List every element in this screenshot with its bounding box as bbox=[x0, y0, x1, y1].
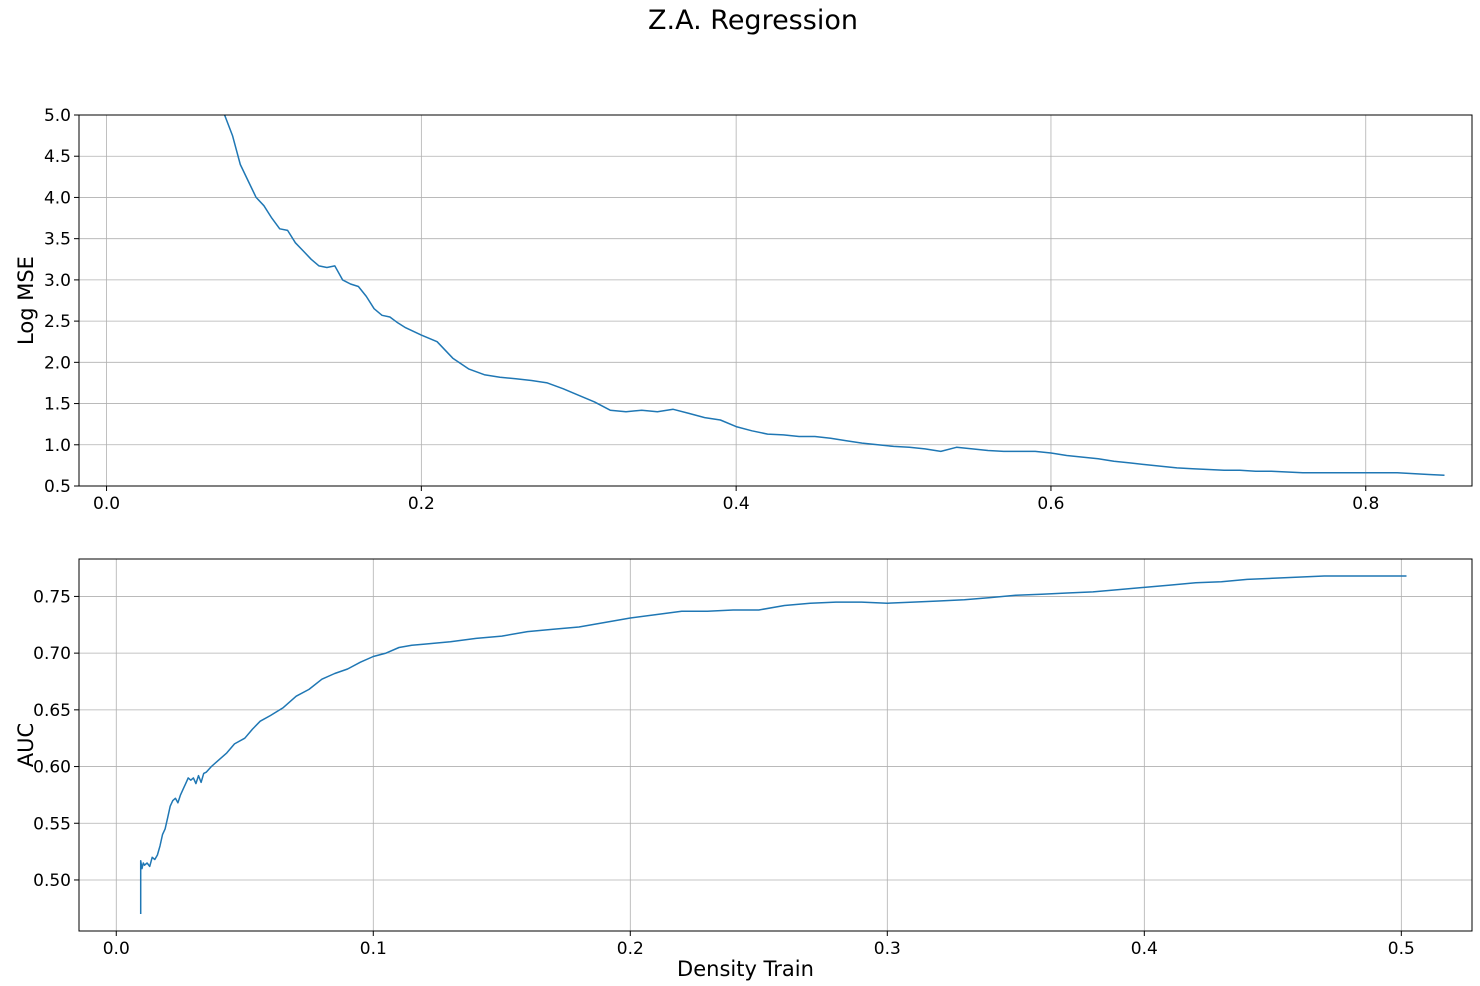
auc-series bbox=[139, 575, 1407, 914]
auc-x-tick-label: 0.2 bbox=[617, 939, 644, 959]
auc-y-axis-label: AUC bbox=[14, 723, 38, 767]
mse-y-axis-label: Log MSE bbox=[14, 256, 38, 345]
mse-y-tick-label: 2.0 bbox=[44, 353, 71, 373]
mse-subplot: 0.0 0.2 0.4 0.6 0.8 0.5 1.0 1.5 2.0 2.5 3.0 3.5 4.0 4… bbox=[14, 106, 1473, 514]
auc-x-tick-label: 0.3 bbox=[874, 939, 901, 959]
mse-y-tick-label: 1.0 bbox=[44, 436, 71, 456]
auc-x-tick-label: 0.0 bbox=[103, 939, 130, 959]
mse-x-tick-label: 0.2 bbox=[408, 494, 435, 514]
auc-y-tick-label: 0.60 bbox=[33, 758, 71, 778]
auc-ticks: 0.0 0.1 0.2 0.3 0.4 0.5 0.50 0.55 0.60 0.65 0.70 0.… bbox=[33, 587, 1415, 959]
mse-series bbox=[223, 115, 1445, 477]
auc-axes-frame bbox=[78, 558, 1473, 932]
mse-y-tick-label: 4.5 bbox=[44, 147, 71, 167]
mse-x-tick-label: 0.6 bbox=[1037, 494, 1064, 514]
auc-subplot: 0.0 0.1 0.2 0.3 0.4 0.5 0.50 0.55 0.60 0.65 0.70 0.… bbox=[14, 558, 1473, 981]
mse-x-tick-label: 0.4 bbox=[723, 494, 750, 514]
mse-axes-frame bbox=[78, 114, 1473, 487]
mse-y-tick-label: 2.5 bbox=[44, 312, 71, 332]
auc-y-tick-label: 0.70 bbox=[33, 644, 71, 664]
mse-series-line bbox=[223, 115, 1445, 477]
figure-title: Z.A. Regression bbox=[648, 5, 858, 36]
auc-y-tick-label: 0.65 bbox=[33, 701, 71, 721]
mse-ticks: 0.0 0.2 0.4 0.6 0.8 0.5 1.0 1.5 2.0 2.5 3.0 3.5 4.0 4… bbox=[44, 106, 1379, 514]
auc-x-tick-label: 0.4 bbox=[1131, 939, 1158, 959]
auc-x-axis-label: Density Train bbox=[677, 957, 814, 981]
mse-y-tick-label: 3.5 bbox=[44, 230, 71, 250]
mse-y-tick-label: 0.5 bbox=[44, 477, 71, 497]
auc-series-line bbox=[139, 575, 1407, 914]
mse-y-tick-label: 4.0 bbox=[44, 188, 71, 208]
mse-x-tick-label: 0.8 bbox=[1352, 494, 1379, 514]
auc-grid bbox=[79, 559, 1472, 931]
auc-y-tick-label: 0.75 bbox=[33, 587, 71, 607]
auc-x-tick-label: 0.1 bbox=[360, 939, 387, 959]
mse-y-tick-label: 5.0 bbox=[44, 106, 71, 126]
auc-x-tick-label: 0.5 bbox=[1388, 939, 1415, 959]
mse-y-tick-label: 3.0 bbox=[44, 271, 71, 291]
auc-y-tick-label: 0.55 bbox=[33, 814, 71, 834]
auc-y-tick-label: 0.50 bbox=[33, 871, 71, 891]
mse-x-tick-label: 0.0 bbox=[93, 494, 120, 514]
mse-y-tick-label: 1.5 bbox=[44, 395, 71, 415]
